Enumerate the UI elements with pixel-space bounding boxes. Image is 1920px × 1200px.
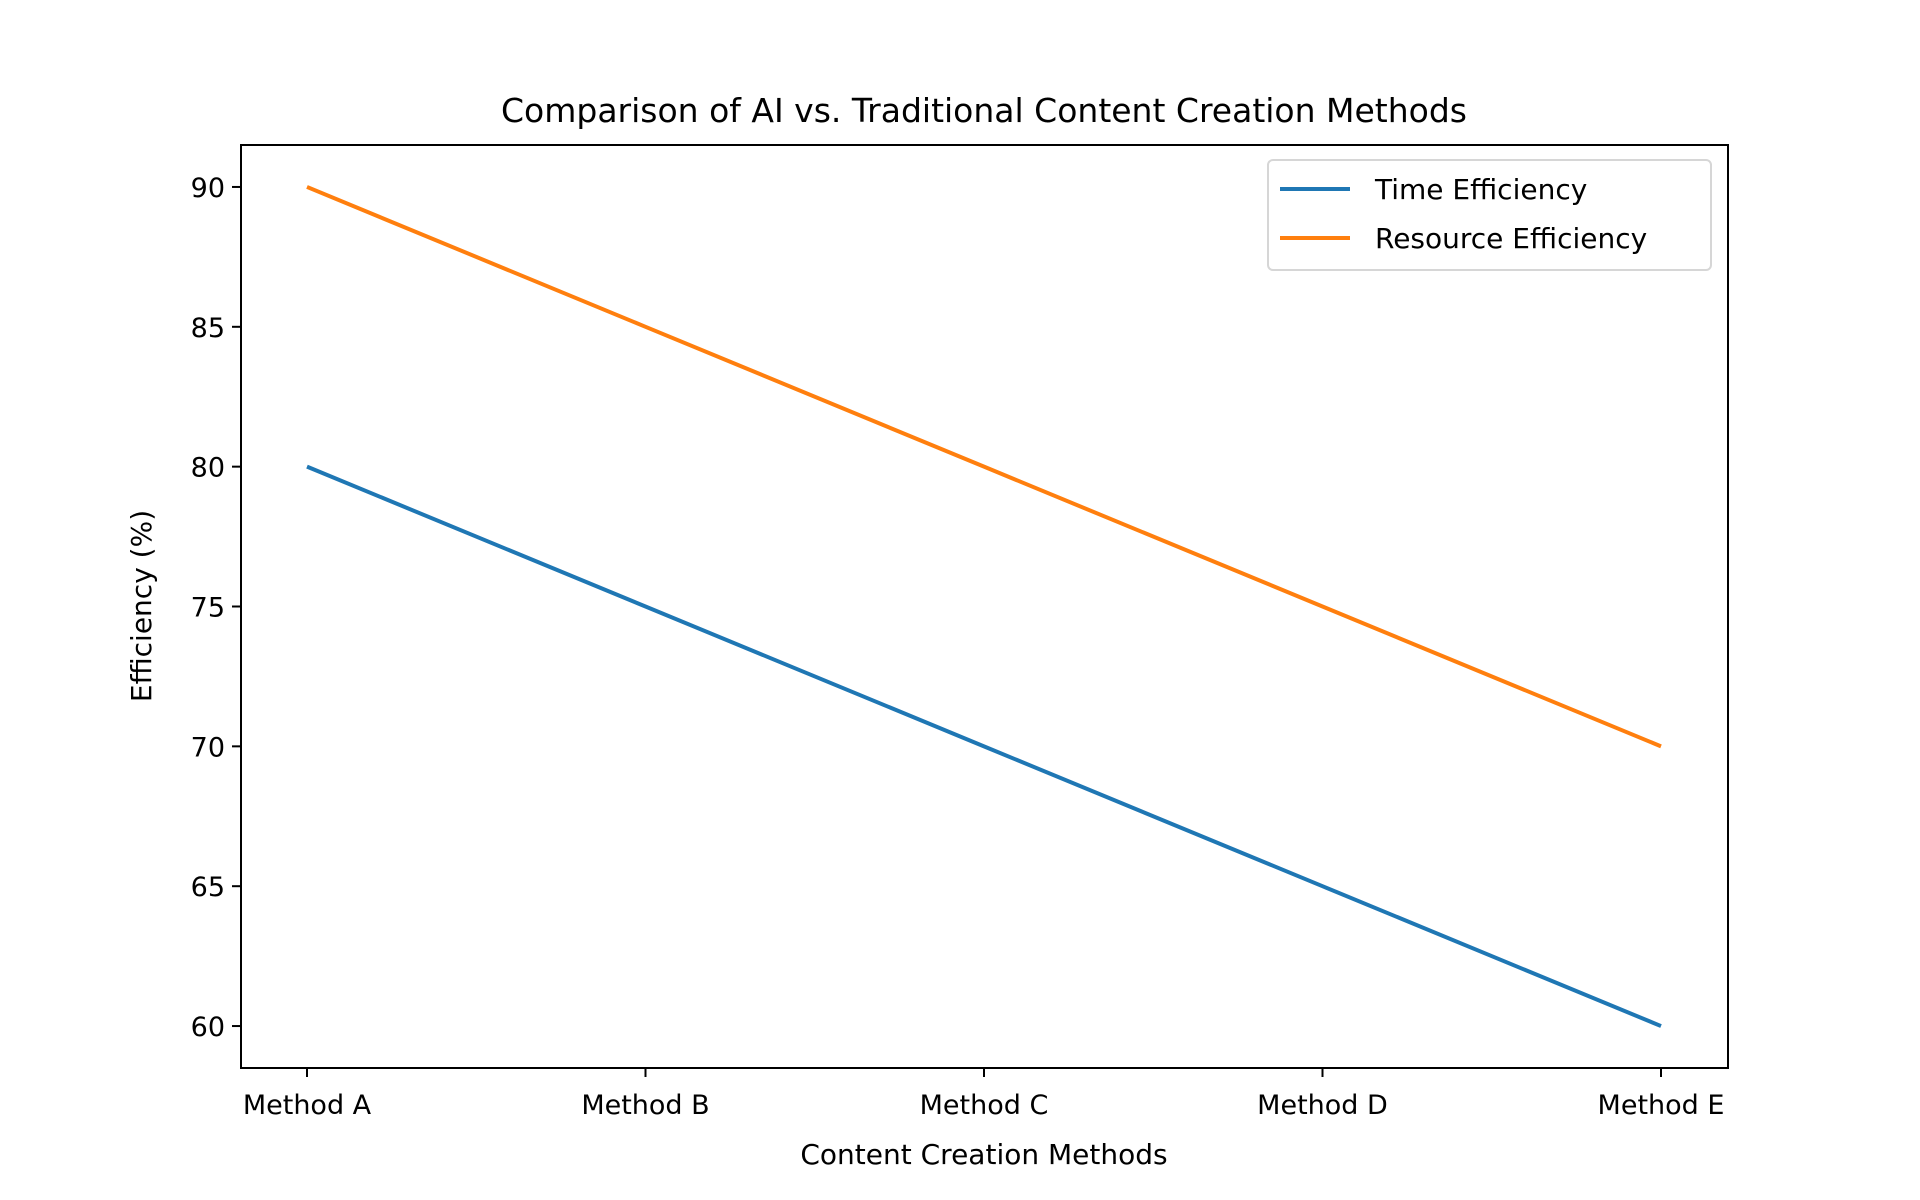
y-axis-label: Efficiency (%) bbox=[125, 510, 158, 702]
x-tick-label: Method D bbox=[1257, 1090, 1388, 1121]
legend-label-resource-efficiency: Resource Efficiency bbox=[1375, 222, 1647, 255]
legend-label-time-efficiency: Time Efficiency bbox=[1374, 173, 1587, 206]
plot-area bbox=[240, 144, 1729, 1069]
y-tick-label: 60 bbox=[191, 1012, 225, 1043]
x-tick-label: Method B bbox=[581, 1090, 709, 1121]
y-tick-label: 80 bbox=[191, 453, 225, 484]
series-line-time-efficiency bbox=[306, 464, 1662, 1028]
y-tick-label: 75 bbox=[191, 593, 225, 624]
x-tick-label: Method A bbox=[243, 1090, 372, 1121]
legend: Time Efficiency Resource Efficiency bbox=[1267, 159, 1712, 271]
y-tick-label: 90 bbox=[191, 173, 225, 204]
x-tick-label: Method E bbox=[1598, 1090, 1725, 1121]
y-tick-label: 65 bbox=[191, 872, 225, 903]
chart-title: Comparison of AI vs. Traditional Content… bbox=[501, 91, 1467, 130]
series-line-resource-efficiency bbox=[306, 185, 1662, 749]
y-tick-label: 85 bbox=[191, 313, 225, 344]
legend-box bbox=[1267, 159, 1712, 271]
y-tick-label: 70 bbox=[191, 732, 225, 763]
x-tick-label: Method C bbox=[920, 1090, 1049, 1121]
x-axis-label: Content Creation Methods bbox=[800, 1138, 1167, 1171]
